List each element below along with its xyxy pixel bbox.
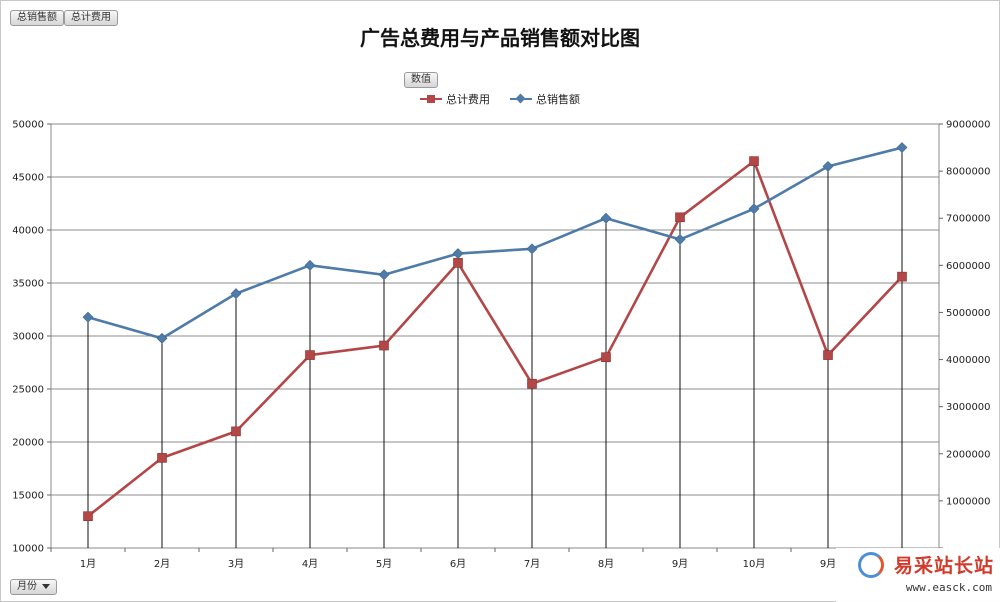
x-axis-tick-label: 5月: [376, 558, 392, 570]
x-axis-tick-label: 1月: [80, 558, 96, 570]
data-point: [601, 352, 611, 363]
x-axis-tick-label: 4月: [302, 558, 318, 570]
left-axis-tick-label: 25000: [12, 385, 44, 396]
data-point: [156, 332, 168, 344]
right-axis-tick-label: 1000000: [946, 496, 991, 507]
legend-cost-label: 总计费用: [446, 93, 490, 106]
x-axis-tick-label: 6月: [450, 558, 466, 570]
x-axis-tick-label: 7月: [524, 558, 540, 570]
data-point: [749, 156, 759, 166]
right-axis-tick-label: 9000000: [946, 120, 991, 131]
field-button-month[interactable]: 月份: [10, 579, 57, 595]
x-axis-tick-label: 3月: [228, 558, 244, 570]
data-point: [527, 378, 537, 389]
data-point: [231, 426, 241, 437]
x-axis-tick-label: 9月: [820, 558, 836, 570]
data-point: [748, 203, 760, 215]
data-point: [896, 142, 908, 153]
legend-cost: 总计费用: [420, 91, 490, 107]
data-point: [83, 511, 93, 522]
right-axis-tick-label: 3000000: [946, 402, 991, 413]
x-axis-tick-label: 9月: [672, 558, 688, 570]
right-axis-tick-label: 7000000: [946, 214, 991, 225]
legend-sales-label: 总销售额: [536, 93, 580, 106]
data-point: [82, 311, 94, 323]
data-point: [452, 248, 464, 259]
left-axis-tick-label: 15000: [12, 491, 44, 502]
dropdown-caret-icon: [42, 583, 50, 589]
left-axis-tick-label: 30000: [12, 332, 44, 343]
chart-title: 广告总费用与产品销售额对比图: [360, 26, 640, 50]
data-point: [379, 340, 389, 351]
left-axis-tick-label: 20000: [12, 438, 44, 449]
data-point: [157, 453, 167, 463]
right-axis-tick-label: 5000000: [946, 308, 991, 319]
right-axis-tick-label: 8000000: [946, 167, 991, 178]
data-point: [674, 233, 686, 245]
series-line: [87, 159, 903, 518]
right-axis-tick-label: 2000000: [946, 449, 991, 460]
left-axis-tick-label: 35000: [12, 279, 44, 290]
x-axis-tick-label: 2月: [154, 558, 170, 570]
left-axis-tick-label: 45000: [12, 173, 44, 184]
series-line: [87, 146, 903, 340]
data-point: [675, 212, 685, 223]
data-point: [305, 350, 315, 360]
watermark-url: www.easck.com: [905, 581, 992, 594]
data-point: [823, 350, 833, 360]
field-button-cost[interactable]: 总计费用: [64, 10, 118, 26]
data-point: [453, 258, 463, 268]
x-axis-tick-label: 8月: [598, 558, 614, 570]
field-button-month-label: 月份: [17, 581, 37, 592]
data-point: [304, 259, 316, 271]
legend-cost-swatch: [420, 94, 442, 104]
x-axis-tick-label: 10月: [743, 558, 766, 570]
data-point: [526, 243, 538, 255]
watermark-text: 易采站长站: [893, 555, 994, 577]
field-button-values[interactable]: 数值: [404, 72, 438, 88]
data-point: [600, 212, 612, 224]
left-axis-tick-label: 10000: [12, 544, 44, 555]
data-point: [822, 160, 834, 172]
legend-sales: 总销售额: [510, 91, 580, 107]
field-button-sales[interactable]: 总销售额: [10, 10, 64, 26]
left-axis-tick-label: 50000: [12, 120, 44, 131]
watermark-logo-icon: [858, 552, 884, 578]
right-axis-tick-label: 6000000: [946, 261, 991, 272]
data-point: [378, 269, 390, 281]
left-axis-tick-label: 40000: [12, 226, 44, 237]
legend-sales-swatch: [510, 93, 532, 104]
right-axis-tick-label: 4000000: [946, 355, 991, 366]
data-point: [230, 288, 242, 300]
data-point: [897, 271, 907, 282]
watermark: 易采站长站 www.easck.com: [836, 548, 1000, 602]
